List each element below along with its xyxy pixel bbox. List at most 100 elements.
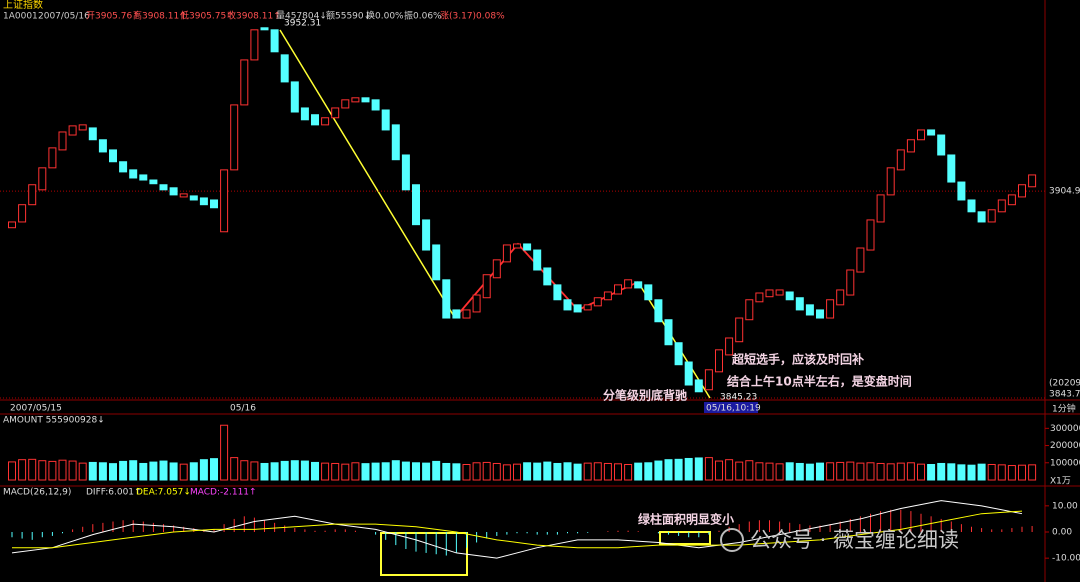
volume-bar [674,458,683,481]
candle-body [381,109,390,131]
axis-note: (20209) [1049,379,1080,389]
volume-bar [210,458,218,481]
volume-bar [654,460,663,481]
volume-bar [98,462,107,481]
candle-body [896,149,905,171]
candle-body [735,317,744,343]
axis-note: 1分钟 [1052,403,1076,415]
candle-body [210,199,218,209]
candle-body [482,274,491,299]
volume-bar [502,464,511,481]
candle-body [927,129,936,136]
watermark: 公众号 · 薇宝缠论细读 [750,528,959,552]
candle-body [977,211,986,223]
volume-bar [755,462,764,481]
volume-bar [917,463,925,481]
candle-body [957,181,966,201]
volume-bar [28,458,37,481]
volume-bar [1007,465,1016,481]
candle-body [694,379,703,393]
volume-bar [371,462,380,481]
candle-body [614,284,622,295]
candle-body [583,304,592,311]
date: 2007/05/16 [38,12,90,22]
candle-body [937,134,946,156]
volume-bar [664,459,673,481]
quote: 量457804↓ [276,11,327,22]
quote: 高3908.11↑ [133,10,187,22]
candle-body [987,209,996,223]
volume-bar [482,461,491,481]
candle-body [452,309,461,319]
candle-body [523,243,532,251]
annotation: 3952.31 [284,19,321,29]
quote: 涨(3.17)0.08% [440,11,505,22]
candle-body [765,289,774,298]
candle-body [997,199,1006,213]
quote: 开3905.76↑ [86,11,140,22]
volume-bar [967,464,976,481]
y-tick-label: 0.00 [1052,528,1072,538]
volume-bar [280,460,289,481]
volume-bar [442,462,451,481]
volume-bar [422,462,431,481]
quote: 额55590↓ [326,10,371,22]
candle-body [58,131,67,151]
candle-body [38,167,47,191]
candle-body [412,184,420,226]
candle-body [876,194,885,223]
candle-body [8,221,16,229]
highlight-box [659,531,711,545]
panel-title: AMOUNT 555900928↓ [3,416,105,426]
volume-bar [432,460,441,481]
quote: 振0.06% [404,10,442,22]
volume-bar [846,461,855,481]
candle-body [492,259,501,279]
volume-bar [603,462,612,481]
candle-body [664,319,673,346]
code: 1A0001 [3,12,38,22]
volume-bar [230,457,239,481]
volume-bar [109,463,117,481]
volume-bar [704,457,713,481]
volume-bar [401,461,410,481]
candle-body [846,269,855,296]
candle-body [422,219,431,251]
volume-bar [816,462,824,481]
volume-bar [199,459,208,481]
panel-title: DIFF:6.001↑ [86,488,142,498]
volume-bar [785,462,794,481]
candle-body [725,337,734,356]
index-title: 上证指数 [3,0,43,11]
x-tick-label: 2007/05/15 [10,404,62,414]
candle-body [684,361,693,386]
candle-body [361,97,370,103]
candle-body [775,289,784,296]
unit-label: X1万 [1050,477,1071,487]
candle-body [917,129,925,141]
volume-bar [694,457,703,481]
candle-body [391,124,400,161]
volume-bar [351,462,360,481]
volume-bar [937,462,946,481]
trend-line [637,281,711,399]
candle-body [311,114,319,126]
volume-bar [48,460,57,481]
y-tick-label: 3843.76 [1049,390,1080,400]
x-tick-label: 05/16,10:19 [706,404,761,414]
volume-bar [381,462,390,481]
macd-line [12,510,1023,549]
y-tick-label: -10.00 [1052,554,1080,564]
volume-bar [250,461,259,481]
y-tick-label: 10.00 [1052,501,1078,511]
panel-title: MACD(26,12,9) [3,488,71,498]
candle-body [149,179,158,185]
volume-bar [583,462,592,481]
candle-body [704,369,713,391]
candle-body [240,59,249,106]
candle-body [280,54,289,83]
volume-bar [725,459,734,481]
volume-bar [462,464,471,481]
volume-bar [987,464,996,481]
volume-bar [563,462,572,481]
